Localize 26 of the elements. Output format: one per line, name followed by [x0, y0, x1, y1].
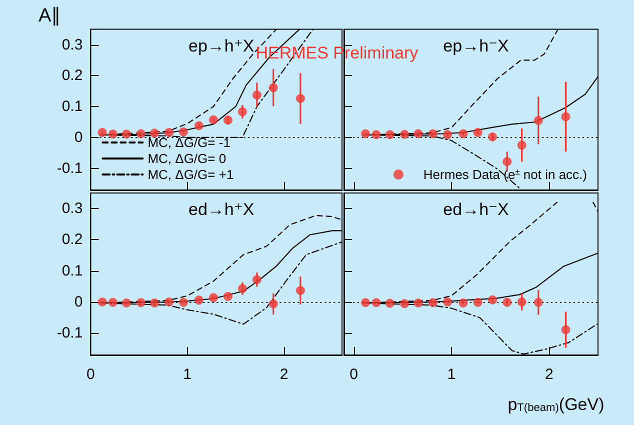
x-tick-label: 2: [280, 366, 288, 383]
x-tick-label: 2: [544, 366, 554, 383]
legend-label: Hermes Data (e± not in acc.): [423, 166, 588, 182]
x-tick-label: 1: [183, 366, 192, 383]
y-tick-label: 0.1: [62, 98, 83, 116]
y-axis-title: A∥: [38, 5, 61, 26]
chart-title: ed→h⁺X: [188, 200, 254, 219]
y-tick-label: -0.1: [56, 324, 83, 342]
chart-title: ed→h⁻X: [443, 200, 509, 219]
y-tick-label: 0.2: [62, 67, 83, 84]
y-tick-label: 0.1: [62, 262, 83, 280]
y-tick-label: 0.2: [62, 231, 83, 248]
legend-label: MC, ΔG/G= 0: [148, 151, 226, 166]
chart-title: ep→h⁻X: [443, 36, 509, 56]
legend-label: MC, ΔG/G= -1: [148, 135, 230, 150]
y-tick-label: 0: [74, 294, 83, 311]
x-tick-label: 0: [350, 366, 358, 383]
y-tick-label: -0.1: [56, 160, 83, 177]
y-tick-label: 0: [74, 128, 83, 146]
chart-title: ep→h⁺X: [188, 36, 254, 56]
y-tick-label: 0.3: [62, 36, 83, 54]
x-tick-label: 1: [447, 366, 456, 383]
x-tick-label: 0: [86, 366, 95, 383]
x-axis-title: pT(beam)(GeV): [508, 394, 604, 414]
y-tick-label: 0.3: [62, 200, 83, 218]
legend-label: MC, ΔG/G= +1: [148, 167, 234, 182]
